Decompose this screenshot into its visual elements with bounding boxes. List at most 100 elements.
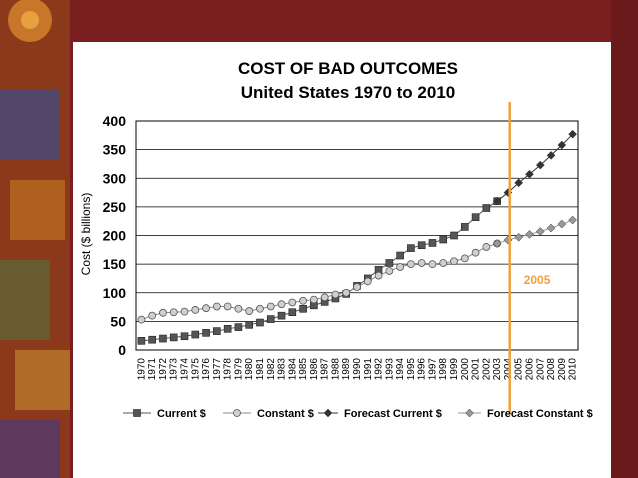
data-point — [439, 259, 448, 267]
data-point — [482, 243, 491, 251]
data-point — [374, 271, 383, 280]
x-axis-ticks: 1970 1971 1972 1973 1974 1975 1976 1977 1978 1979… — [136, 358, 578, 381]
data-point — [492, 196, 502, 206]
grid — [135, 120, 579, 351]
data-point — [191, 306, 200, 314]
y-tick-label: 250 — [103, 199, 127, 215]
x-tick-label: 1996 — [417, 358, 428, 381]
data-point — [471, 248, 480, 257]
data-point — [417, 259, 426, 267]
data-point — [223, 325, 232, 333]
data-point — [191, 330, 200, 339]
y-tick-label: 50 — [110, 313, 126, 329]
series-forecast-constant — [492, 215, 577, 248]
legend: Current $ Constant $ Forecast Current $ For… — [123, 408, 593, 420]
x-tick-label: 1983 — [277, 358, 288, 381]
x-tick-label: 1980 — [244, 358, 255, 381]
data-point — [133, 409, 141, 417]
data-point — [450, 257, 458, 266]
x-tick-label: 1978 — [223, 358, 234, 381]
x-tick-label: 2003 — [492, 358, 503, 381]
data-point — [439, 235, 448, 244]
line-chart: COST OF BAD OUTCOMES United States 1970 … — [79, 59, 593, 420]
data-point — [299, 304, 307, 313]
y-axis-ticks: 0 50 100 150 200 250 300 350 400 — [103, 113, 127, 358]
series-constant — [137, 239, 502, 324]
data-point — [148, 311, 157, 320]
data-point — [546, 150, 556, 160]
data-point — [525, 169, 534, 179]
data-point — [245, 321, 253, 329]
data-point — [385, 259, 394, 267]
data-point — [342, 288, 351, 297]
data-point — [363, 277, 372, 286]
x-tick-label: 1990 — [352, 358, 363, 381]
data-point — [407, 244, 415, 252]
data-point — [557, 140, 567, 150]
data-point — [385, 267, 394, 275]
data-point — [407, 260, 415, 269]
data-point — [428, 260, 437, 269]
y-tick-label: 400 — [103, 113, 127, 129]
data-point — [233, 409, 241, 417]
data-point — [482, 204, 491, 212]
x-tick-label: 2000 — [460, 358, 471, 381]
series-forecast-current — [492, 129, 577, 206]
data-point — [514, 178, 524, 188]
x-tick-label: 1972 — [158, 358, 169, 381]
series-line — [141, 243, 498, 321]
data-point — [514, 232, 524, 242]
legend-label: Constant $ — [257, 408, 314, 420]
x-tick-label: 2006 — [524, 358, 535, 381]
data-point — [428, 239, 437, 247]
data-point — [535, 227, 545, 236]
y-tick-label: 0 — [118, 342, 126, 358]
data-point — [256, 318, 264, 327]
data-point — [299, 296, 307, 305]
data-point — [202, 329, 210, 337]
x-tick-label: 1995 — [406, 358, 417, 381]
data-point — [159, 334, 167, 343]
x-tick-label: 2001 — [471, 358, 482, 381]
data-point — [492, 239, 502, 248]
x-tick-label: 1986 — [309, 358, 320, 381]
chart-title: COST OF BAD OUTCOMES — [238, 59, 458, 78]
x-tick-label: 1984 — [287, 358, 298, 381]
x-tick-label: 2010 — [568, 358, 579, 381]
data-point — [288, 298, 297, 307]
data-point — [277, 300, 286, 309]
data-point — [471, 213, 480, 221]
legend-label: Forecast Constant $ — [487, 408, 593, 420]
data-point — [234, 323, 243, 331]
x-tick-label: 2004 — [503, 358, 514, 381]
x-tick-label: 1992 — [374, 358, 385, 381]
annotation-group: 2005 — [508, 102, 551, 414]
data-point — [417, 241, 426, 250]
data-point — [137, 315, 146, 324]
y-tick-label: 100 — [103, 285, 127, 301]
x-tick-label: 1985 — [298, 358, 309, 381]
y-tick-label: 200 — [103, 228, 127, 244]
x-tick-label: 1994 — [395, 358, 406, 381]
data-point — [234, 304, 243, 313]
x-tick-label: 2002 — [481, 358, 492, 381]
x-tick-label: 1988 — [330, 358, 341, 381]
data-point — [331, 290, 340, 299]
legend-item: Current $ — [123, 408, 206, 420]
x-tick-label: 1977 — [212, 358, 223, 381]
data-point — [213, 327, 221, 335]
data-point — [169, 308, 178, 317]
data-point — [525, 230, 534, 239]
y-tick-label: 350 — [103, 142, 127, 158]
annotation-label: 2005 — [524, 273, 551, 287]
legend-item: Forecast Constant $ — [458, 408, 593, 420]
x-tick-label: 1991 — [363, 358, 374, 381]
data-point — [169, 333, 178, 342]
y-tick-label: 300 — [103, 170, 127, 186]
x-tick-label: 1987 — [320, 358, 331, 381]
data-point — [212, 302, 221, 311]
y-tick-label: 150 — [103, 256, 127, 272]
data-point — [223, 302, 232, 311]
data-point — [353, 283, 361, 291]
x-tick-label: 2008 — [546, 358, 557, 381]
